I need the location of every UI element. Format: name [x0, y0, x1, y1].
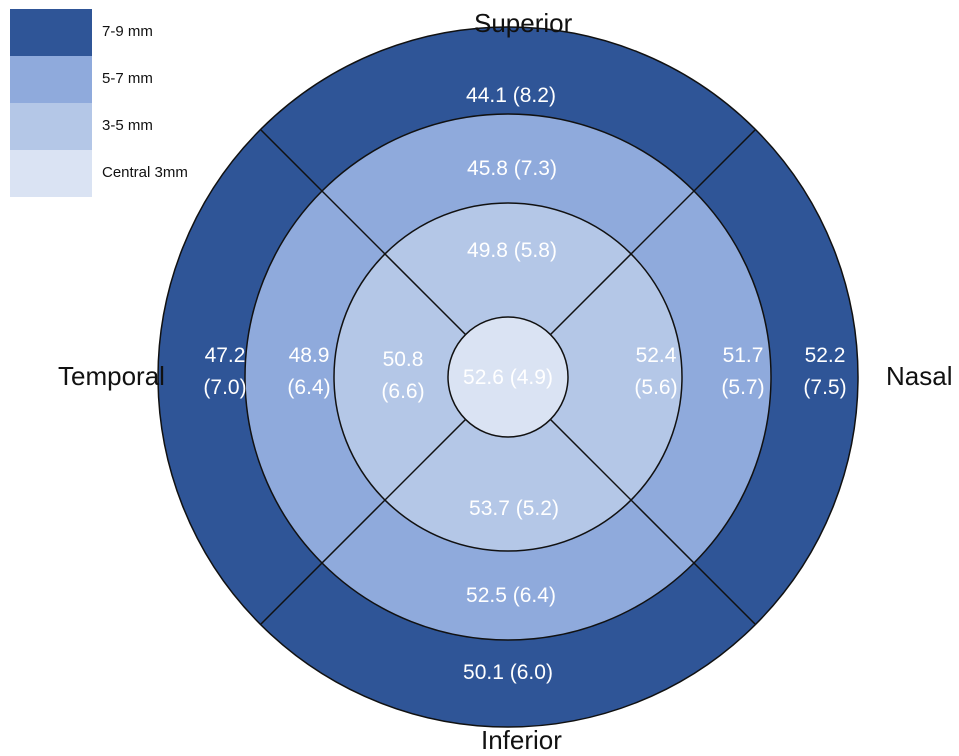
legend-swatch [10, 9, 92, 56]
value-3-5-temporal-mean: 50.8 [383, 348, 424, 371]
value-5-7-temporal-sd: (6.4) [287, 376, 330, 399]
legend-item-7-9mm: 7-9 mm [10, 9, 230, 56]
value-5-7-nasal-mean: 51.7 [723, 344, 764, 367]
value-5-7-superior: 45.8 (7.3) [467, 157, 557, 180]
legend-swatch [10, 150, 92, 197]
direction-label-superior: Superior [474, 8, 573, 38]
divider-lower-left [260, 418, 467, 625]
value-7-9-nasal-mean: 52.2 [805, 344, 846, 367]
value-7-9-temporal-mean: 47.2 [205, 344, 246, 367]
value-3-5-superior: 49.8 (5.8) [467, 239, 557, 262]
value-7-9-superior: 44.1 (8.2) [466, 84, 556, 107]
legend-label: 5-7 mm [102, 70, 153, 87]
divider-upper-right [549, 129, 756, 336]
direction-label-nasal: Nasal [886, 361, 953, 391]
divider-lower-right [549, 418, 756, 625]
value-central: 52.6 (4.9) [463, 366, 553, 389]
legend-label: 3-5 mm [102, 117, 153, 134]
value-5-7-nasal-sd: (5.7) [721, 376, 764, 399]
central-3mm [447, 316, 569, 438]
value-7-9-inferior: 50.1 (6.0) [463, 661, 553, 684]
legend-swatch [10, 103, 92, 150]
legend-label: Central 3mm [102, 164, 188, 181]
direction-label-inferior: Inferior [481, 725, 562, 755]
value-5-7-inferior: 52.5 (6.4) [466, 584, 556, 607]
legend-item-5-7mm: 5-7 mm [10, 56, 230, 103]
divider-upper-left [260, 129, 467, 336]
legend-swatch [10, 56, 92, 103]
value-3-5-inferior: 53.7 (5.2) [469, 497, 559, 520]
value-7-9-nasal-sd: (7.5) [803, 376, 846, 399]
legend-item-central-3mm: Central 3mm [10, 150, 230, 197]
value-7-9-temporal-sd: (7.0) [203, 376, 246, 399]
value-5-7-temporal-mean: 48.9 [289, 344, 330, 367]
legend-label: 7-9 mm [102, 23, 153, 40]
value-3-5-nasal-mean: 52.4 [636, 344, 677, 367]
legend-item-3-5mm: 3-5 mm [10, 103, 230, 150]
direction-label-temporal: Temporal [58, 361, 165, 391]
value-3-5-temporal-sd: (6.6) [381, 380, 424, 403]
value-3-5-nasal-sd: (5.6) [634, 376, 677, 399]
